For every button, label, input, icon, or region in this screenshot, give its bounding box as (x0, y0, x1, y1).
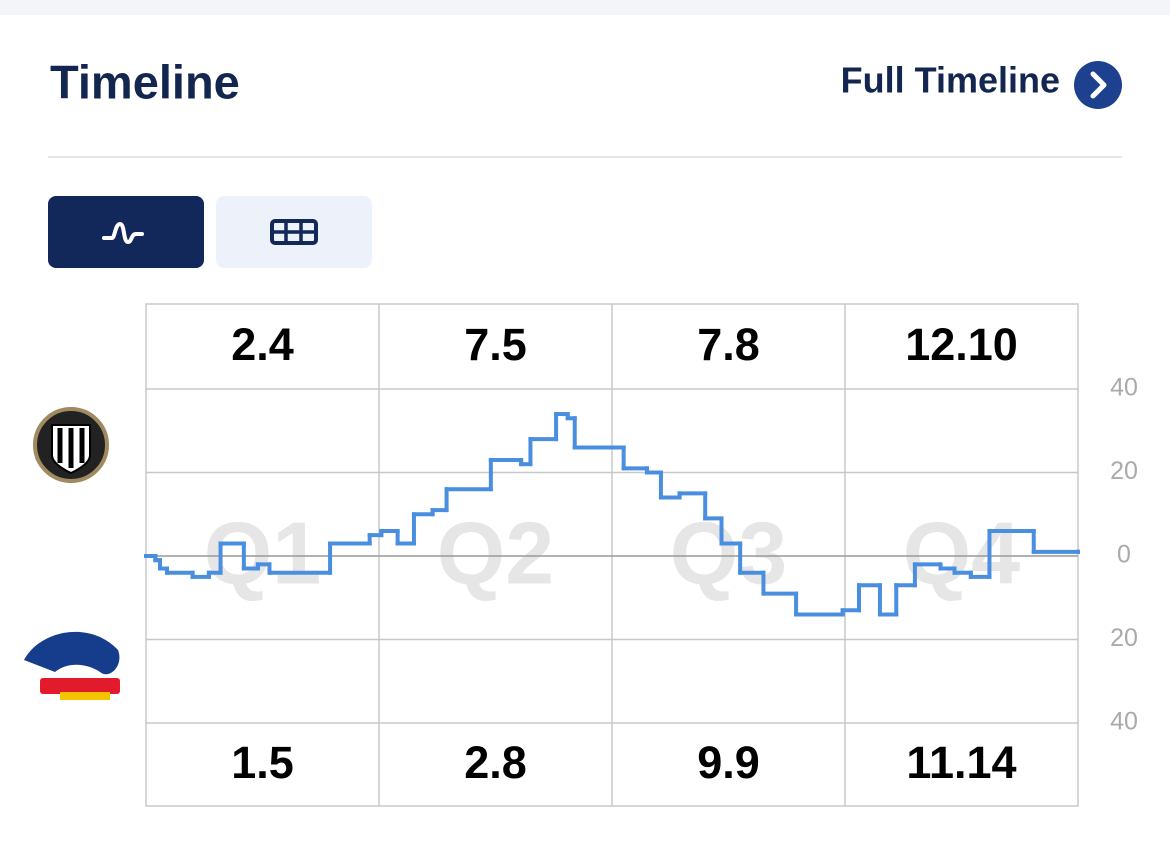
table-view-button[interactable] (216, 196, 372, 268)
y-tick-label: 20 (1110, 624, 1138, 652)
logo-stripes (57, 428, 85, 468)
home-score: 2.4 (231, 319, 294, 370)
link-text[interactable]: Full Timeline (841, 60, 1060, 101)
worm-icon (102, 221, 144, 245)
y-tick-label: 40 (1110, 708, 1138, 736)
section-title: Timeline (50, 55, 240, 108)
home-logo (33, 407, 109, 483)
quarter-watermark: Q1 (204, 503, 321, 602)
away-score: 2.8 (464, 737, 527, 788)
y-tick-label: 20 (1110, 457, 1138, 485)
y-tick-label: 40 (1110, 374, 1138, 402)
logo-sub (60, 692, 110, 700)
quarter-watermark: Q4 (903, 503, 1020, 602)
away-score: 1.5 (231, 737, 294, 788)
quarter-watermark: Q2 (437, 503, 554, 602)
button-bg[interactable] (48, 196, 204, 268)
away-logo (24, 631, 120, 700)
full-timeline-link[interactable]: Full Timeline (841, 60, 1122, 109)
chevron (1090, 71, 1107, 99)
logo-banner (40, 678, 120, 694)
home-score: 7.5 (464, 319, 527, 370)
grid-icon-lines (272, 221, 316, 243)
home-score: 7.8 (697, 319, 760, 370)
quarter-watermark: Q3 (670, 503, 787, 602)
home-score: 12.10 (905, 319, 1018, 370)
link-icon[interactable] (1074, 61, 1122, 109)
logo-crow (24, 631, 120, 675)
y-tick-label: 0 (1117, 541, 1131, 569)
away-score: 9.9 (697, 737, 760, 788)
top-bar (0, 0, 1170, 15)
away-score: 11.14 (906, 737, 1016, 788)
worm-view-button[interactable] (48, 196, 204, 268)
